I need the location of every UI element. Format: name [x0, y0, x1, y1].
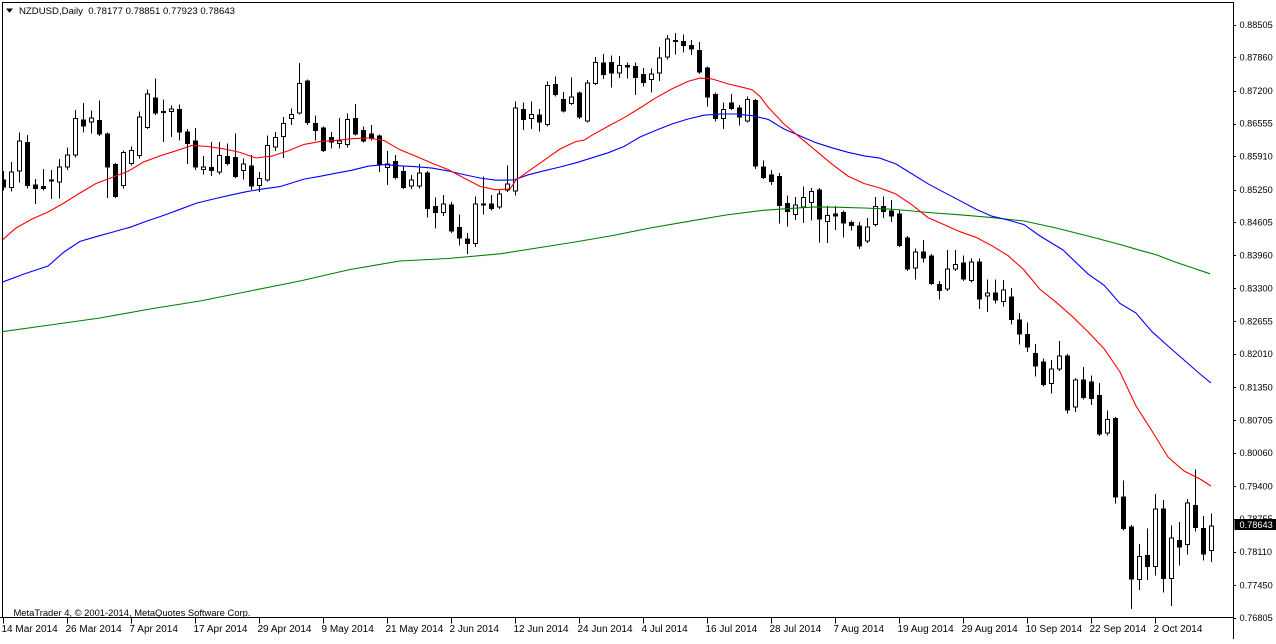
- svg-text:0.83960: 0.83960: [1240, 250, 1273, 260]
- svg-text:0.78110: 0.78110: [1240, 547, 1273, 557]
- svg-text:7 Aug 2014: 7 Aug 2014: [834, 624, 885, 635]
- svg-text:0.82655: 0.82655: [1240, 316, 1273, 326]
- svg-text:2 Oct 2014: 2 Oct 2014: [1154, 624, 1203, 635]
- svg-text:0.81350: 0.81350: [1240, 383, 1273, 393]
- svg-text:0.88505: 0.88505: [1240, 20, 1273, 30]
- svg-text:9 May 2014: 9 May 2014: [322, 624, 375, 635]
- svg-text:0.80705: 0.80705: [1240, 415, 1273, 425]
- svg-text:0.79400: 0.79400: [1240, 481, 1273, 491]
- svg-text:12 Jun 2014: 12 Jun 2014: [514, 624, 569, 635]
- svg-text:0.87200: 0.87200: [1240, 86, 1273, 96]
- svg-text:22 Sep 2014: 22 Sep 2014: [1090, 624, 1147, 635]
- svg-text:0.83300: 0.83300: [1240, 284, 1273, 294]
- svg-text:0.77450: 0.77450: [1240, 580, 1273, 590]
- svg-text:19 Aug 2014: 19 Aug 2014: [898, 624, 955, 635]
- svg-text:29 Apr 2014: 29 Apr 2014: [258, 624, 312, 635]
- svg-text:17 Apr 2014: 17 Apr 2014: [194, 624, 248, 635]
- svg-text:10 Sep 2014: 10 Sep 2014: [1026, 624, 1083, 635]
- svg-text:2 Jun 2014: 2 Jun 2014: [450, 624, 500, 635]
- svg-text:MetaTrader 4, © 2001-2014, Met: MetaTrader 4, © 2001-2014, MetaQuotes So…: [14, 607, 251, 618]
- svg-text:0.86555: 0.86555: [1240, 119, 1273, 129]
- svg-text:21 May 2014: 21 May 2014: [386, 624, 444, 635]
- svg-text:0.82010: 0.82010: [1240, 349, 1273, 359]
- svg-text:0.84605: 0.84605: [1240, 218, 1273, 228]
- svg-text:0.76805: 0.76805: [1240, 613, 1273, 623]
- svg-text:28 Jul 2014: 28 Jul 2014: [770, 624, 822, 635]
- svg-text:0.80060: 0.80060: [1240, 448, 1273, 458]
- svg-text:0.85910: 0.85910: [1240, 151, 1273, 161]
- svg-text:29 Aug 2014: 29 Aug 2014: [962, 624, 1019, 635]
- svg-text:0.85250: 0.85250: [1240, 185, 1273, 195]
- svg-text:0.78643: 0.78643: [1240, 520, 1273, 530]
- svg-text:7 Apr 2014: 7 Apr 2014: [130, 624, 179, 635]
- svg-text:NZDUSD,Daily 0.78177 0.78851: NZDUSD,Daily 0.78177 0.78851 0.77923 0.7…: [19, 6, 235, 17]
- svg-text:26 Mar 2014: 26 Mar 2014: [66, 624, 123, 635]
- svg-text:0.87860: 0.87860: [1240, 53, 1273, 63]
- svg-text:16 Jul 2014: 16 Jul 2014: [706, 624, 758, 635]
- svg-text:14 Mar 2014: 14 Mar 2014: [2, 624, 59, 635]
- svg-text:4 Jul 2014: 4 Jul 2014: [642, 624, 689, 635]
- svg-text:24 Jun 2014: 24 Jun 2014: [578, 624, 633, 635]
